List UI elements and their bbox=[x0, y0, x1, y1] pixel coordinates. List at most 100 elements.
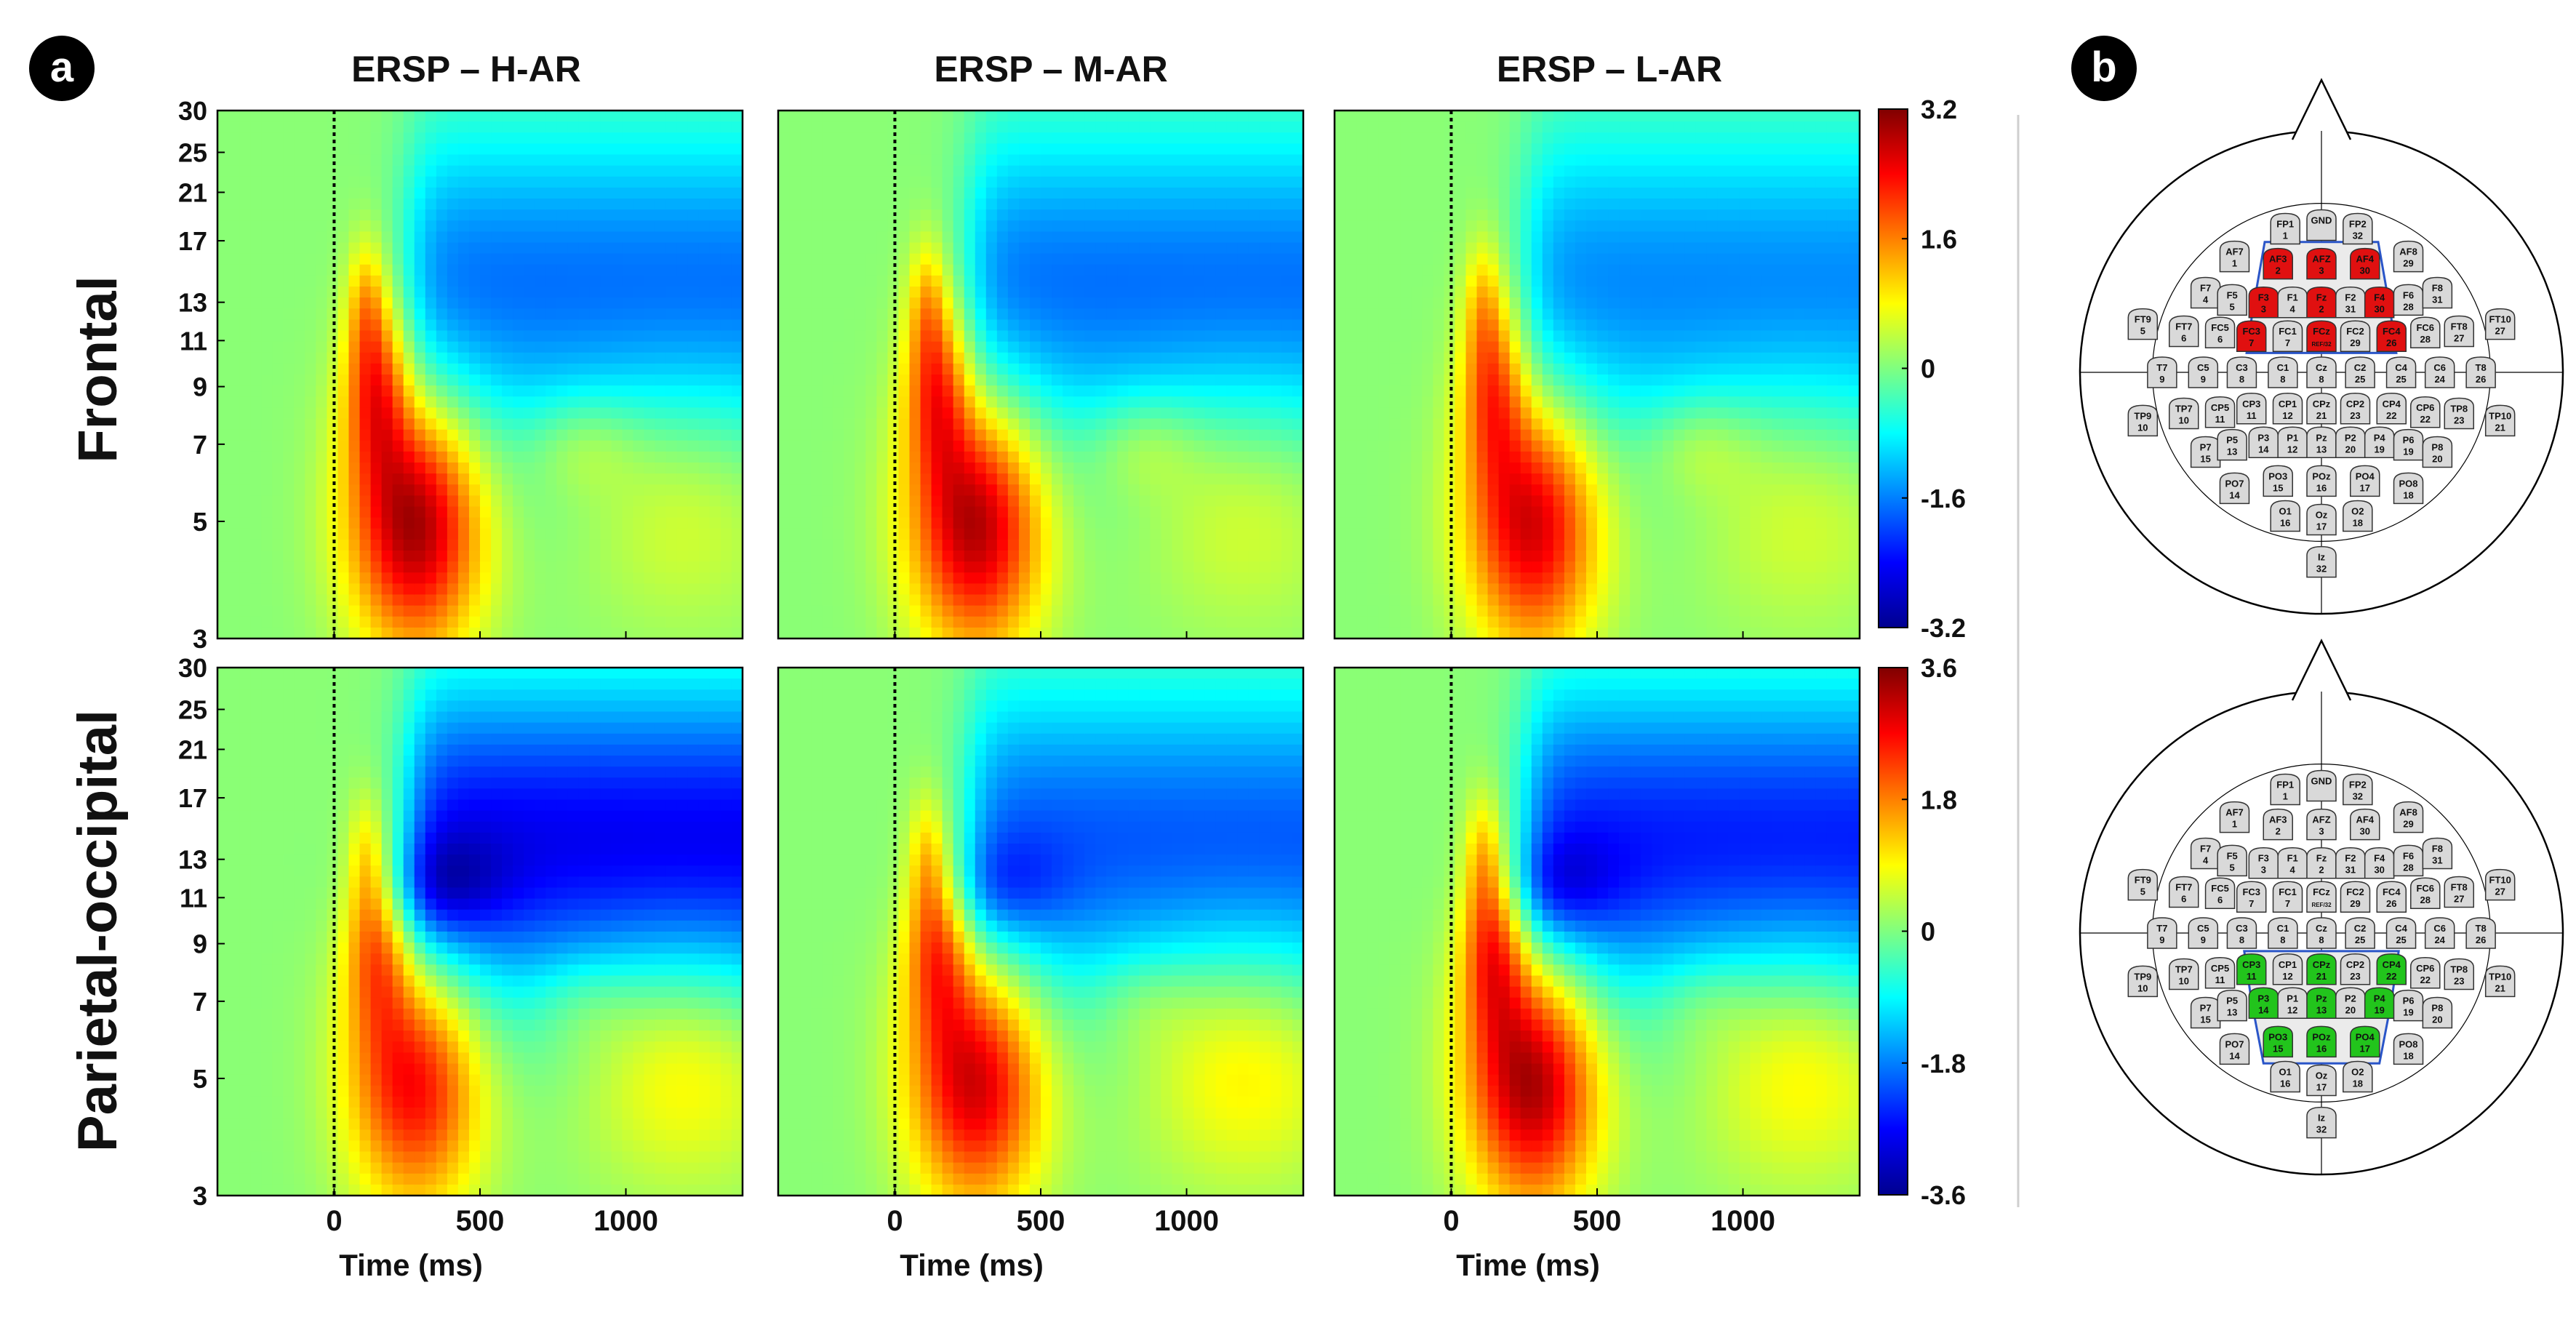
heat-cell bbox=[887, 242, 900, 255]
heat-cell bbox=[655, 517, 667, 529]
heat-cell bbox=[1128, 418, 1140, 431]
heat-cell bbox=[1161, 627, 1173, 639]
heat-cell bbox=[887, 297, 900, 310]
heat-cell bbox=[316, 165, 328, 177]
heat-cell bbox=[1106, 253, 1119, 265]
heat-cell bbox=[535, 451, 547, 463]
heat-cell bbox=[305, 605, 317, 617]
heat-cell bbox=[250, 199, 262, 210]
heat-cell bbox=[1193, 528, 1206, 540]
heat-cell bbox=[996, 111, 1009, 122]
heat-cell bbox=[844, 385, 856, 398]
heat-cell bbox=[1215, 506, 1228, 519]
heat-cell bbox=[567, 495, 580, 508]
heat-cell bbox=[920, 385, 932, 398]
heat-cell bbox=[370, 275, 383, 287]
heat-cell bbox=[403, 418, 415, 431]
heat-cell bbox=[865, 231, 878, 244]
heat-cell bbox=[567, 154, 580, 167]
heat-cell bbox=[524, 187, 536, 199]
heat-cell bbox=[348, 418, 361, 431]
heat-cell bbox=[370, 165, 383, 177]
heat-cell bbox=[833, 440, 845, 452]
heat-cell bbox=[1400, 132, 1412, 145]
heat-cell bbox=[865, 121, 878, 134]
heat-cell bbox=[789, 143, 801, 156]
heat-cell bbox=[480, 561, 492, 574]
heat-cell bbox=[1193, 121, 1206, 134]
heat-cell bbox=[1150, 440, 1162, 452]
heat-cell bbox=[687, 375, 700, 386]
heat-cell bbox=[556, 231, 569, 244]
heat-cell bbox=[327, 616, 339, 628]
heat-cell bbox=[272, 199, 284, 210]
heat-cell bbox=[513, 363, 524, 375]
heat-cell bbox=[447, 484, 459, 497]
heat-cell bbox=[1204, 375, 1217, 386]
heat-cell bbox=[578, 209, 591, 222]
heat-cell bbox=[348, 551, 361, 562]
heat-cell bbox=[720, 605, 732, 617]
heat-cell bbox=[1018, 341, 1031, 353]
heat-cell bbox=[964, 463, 976, 474]
heat-cell bbox=[633, 264, 645, 276]
heat-cell bbox=[1106, 506, 1119, 519]
heat-cell bbox=[600, 209, 612, 222]
heat-cell bbox=[731, 319, 743, 332]
heat-cell bbox=[800, 484, 812, 497]
heat-cell bbox=[964, 418, 976, 431]
heat-cell bbox=[535, 319, 547, 332]
heat-cell bbox=[502, 275, 513, 287]
heat-cell bbox=[1139, 308, 1151, 321]
heat-cell bbox=[720, 297, 732, 310]
heat-cell bbox=[1084, 440, 1097, 452]
heat-cell bbox=[887, 385, 900, 398]
heat-cell bbox=[644, 363, 656, 375]
heat-cell bbox=[665, 111, 678, 122]
heat-cell bbox=[655, 440, 667, 452]
heat-cell bbox=[1367, 517, 1379, 529]
heat-cell bbox=[316, 528, 328, 540]
heat-cell bbox=[468, 594, 481, 607]
heat-cell bbox=[1084, 154, 1097, 167]
heat-cell bbox=[1095, 231, 1108, 244]
heat-cell bbox=[1193, 572, 1206, 585]
heat-cell bbox=[283, 627, 295, 639]
heat-cell bbox=[876, 396, 889, 409]
heat-cell bbox=[480, 407, 492, 420]
heat-cell bbox=[1270, 528, 1282, 540]
heat-cell bbox=[217, 551, 229, 562]
heat-cell bbox=[545, 143, 558, 156]
heat-cell bbox=[687, 287, 700, 298]
heat-cell bbox=[1248, 154, 1260, 167]
heat-cell bbox=[985, 199, 998, 210]
heat-cell bbox=[272, 616, 284, 628]
heat-cell bbox=[1073, 132, 1085, 145]
heat-cell bbox=[855, 594, 867, 607]
heat-cell bbox=[1237, 143, 1249, 156]
heat-cell bbox=[305, 308, 317, 321]
heat-cell bbox=[676, 375, 689, 386]
heat-cell bbox=[942, 231, 954, 244]
heat-cell bbox=[567, 308, 580, 321]
heat-cell bbox=[468, 484, 481, 497]
heat-cell bbox=[1183, 132, 1195, 145]
heat-cell bbox=[425, 319, 437, 332]
heat-cell bbox=[524, 561, 536, 574]
heat-cell bbox=[1400, 264, 1412, 276]
heat-cell bbox=[1150, 495, 1162, 508]
heat-cell bbox=[1270, 297, 1282, 310]
heat-cell bbox=[217, 375, 229, 386]
heat-cell bbox=[1007, 231, 1020, 244]
heat-cell bbox=[731, 275, 743, 287]
heat-cell bbox=[953, 330, 965, 343]
heat-cell bbox=[655, 121, 667, 134]
heat-cell bbox=[1270, 220, 1282, 233]
heat-cell bbox=[909, 583, 921, 596]
heat-cell bbox=[425, 352, 437, 364]
heat-cell bbox=[556, 506, 569, 519]
heat-cell bbox=[403, 594, 415, 607]
heat-cell bbox=[644, 111, 656, 122]
heat-cell bbox=[1367, 561, 1379, 574]
heat-cell bbox=[985, 429, 998, 441]
